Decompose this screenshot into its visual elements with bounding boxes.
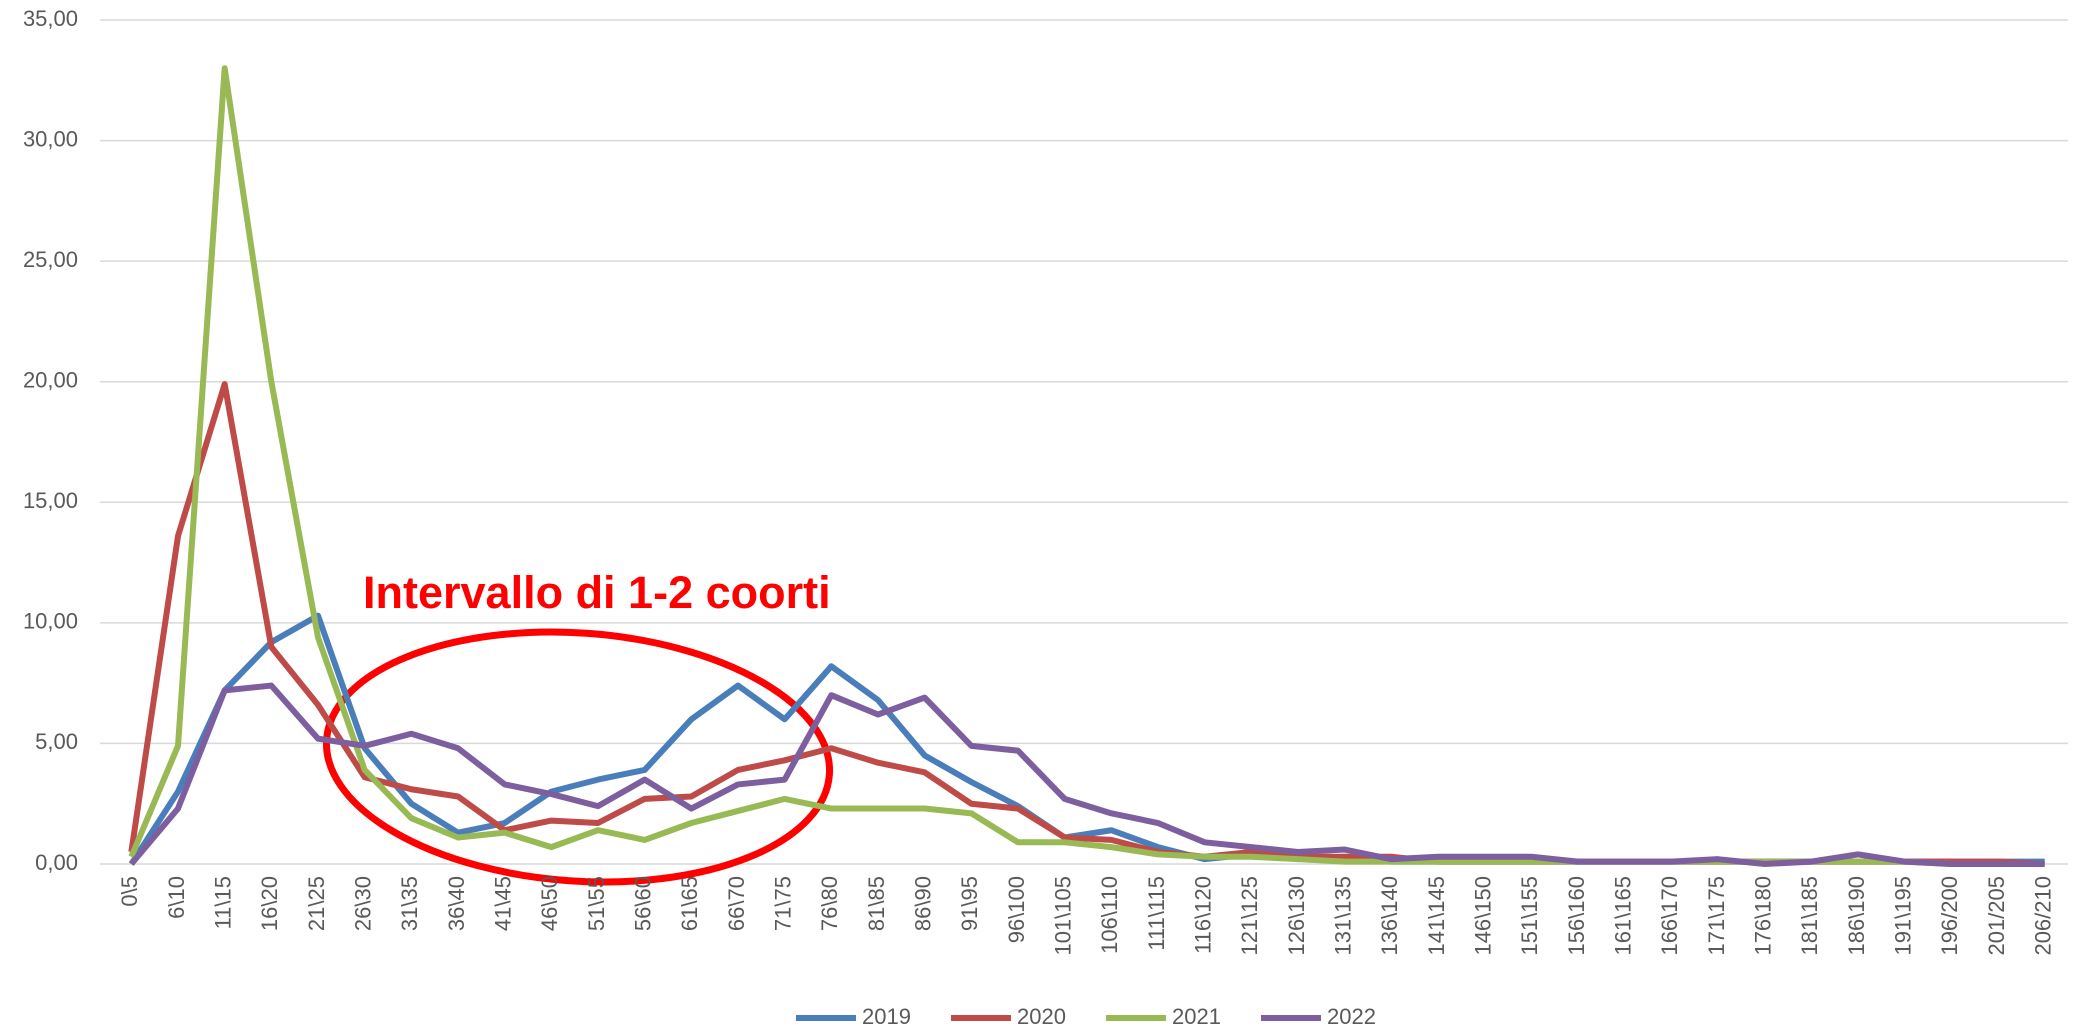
x-tick-label: 11\15 [210, 876, 235, 929]
x-tick-label: 41\45 [490, 876, 515, 931]
x-tick-label: 131\135 [1330, 876, 1355, 956]
y-tick-label: 15,00 [23, 488, 78, 513]
x-tick-label: 201/205 [1984, 876, 2009, 956]
x-tick-label: 161\165 [1610, 876, 1635, 956]
y-tick-label: 10,00 [23, 609, 78, 634]
x-tick-label: 181\185 [1797, 876, 1822, 956]
y-tick-label: 20,00 [23, 368, 78, 393]
y-tick-label: 25,00 [23, 247, 78, 272]
x-tick-label: 31\35 [397, 876, 422, 931]
x-tick-label: 21\25 [304, 876, 329, 931]
x-tick-label: 171\175 [1704, 876, 1729, 956]
y-tick-label: 35,00 [23, 6, 78, 31]
x-tick-label: 196/200 [1937, 876, 1962, 956]
x-tick-label: 76\80 [817, 876, 842, 931]
x-tick-label: 121\125 [1237, 876, 1262, 956]
x-tick-label: 136\140 [1377, 876, 1402, 956]
legend-label: 2022 [1327, 1004, 1376, 1029]
series-line [128, 381, 2045, 867]
x-tick-label: 116\120 [1190, 876, 1215, 954]
x-tick-label: 151\155 [1517, 876, 1542, 956]
legend-label: 2020 [1017, 1004, 1066, 1029]
x-tick-label: 81\85 [864, 876, 889, 931]
x-tick-label: 206/210 [2030, 876, 2055, 956]
legend-label: 2021 [1172, 1004, 1221, 1029]
series-line [129, 682, 2045, 867]
x-tick-label: 71\75 [770, 876, 795, 931]
x-tick-label: 156\160 [1564, 876, 1589, 956]
x-tick-label: 96\100 [1004, 876, 1029, 943]
x-tick-label: 166\170 [1657, 876, 1682, 956]
x-tick-label: 91\95 [957, 876, 982, 931]
x-tick-label: 176\180 [1750, 876, 1775, 956]
annotation: Intervallo di 1-2 coorti [363, 567, 831, 618]
x-tick-label: 86\90 [910, 876, 935, 931]
x-tick-label: 26\30 [350, 876, 375, 931]
x-tick-label: 66\70 [724, 876, 749, 931]
x-tick-label: 126\130 [1284, 876, 1309, 956]
x-tick-label: 51\55 [584, 876, 609, 931]
x-tick-label: 46\50 [537, 876, 562, 931]
x-tick-label: 146\150 [1470, 876, 1495, 956]
legend-label: 2019 [862, 1004, 911, 1029]
x-tick-label: 101\105 [1050, 876, 1075, 956]
y-tick-label: 5,00 [35, 729, 78, 754]
y-tick-label: 0,00 [35, 850, 78, 875]
y-tick-label: 30,00 [23, 126, 78, 151]
x-tick-label: 106\110 [1097, 876, 1122, 954]
x-tick-label: 191\195 [1890, 876, 1915, 956]
x-tick-label: 0\5 [117, 876, 142, 907]
x-tick-label: 61\65 [677, 876, 702, 931]
x-tick-label: 6\10 [164, 876, 189, 919]
highlight-ellipse [322, 628, 834, 886]
x-tick-label: 56\60 [630, 876, 655, 931]
x-tick-label: 16\20 [257, 876, 282, 931]
x-tick-label: 141\145 [1424, 876, 1449, 956]
x-tick-label: 186\190 [1844, 876, 1869, 956]
series-line [128, 65, 2045, 867]
x-tick-label: 111\115 [1144, 876, 1169, 951]
x-tick-label: 36\40 [444, 876, 469, 931]
